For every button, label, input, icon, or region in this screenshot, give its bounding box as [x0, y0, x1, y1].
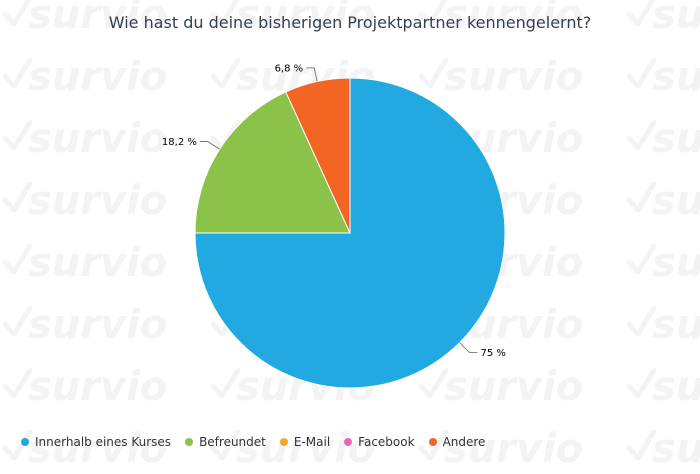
- pie-slice-befreundet[interactable]: [194, 91, 351, 234]
- legend-item-andere[interactable]: Andere: [428, 435, 486, 449]
- data-label-innerhalb-eines-kurses: 75 %: [481, 348, 506, 359]
- data-label-andere: 6,8 %: [275, 63, 304, 74]
- label-connector-innerhalb-eines-kurses: [459, 342, 478, 353]
- legend-label: Andere: [442, 435, 486, 449]
- legend-marker: [428, 438, 437, 446]
- pie-slice-innerhalb-eines-kurses[interactable]: [194, 77, 506, 389]
- legend-label: Befreundet: [199, 435, 266, 449]
- legend-label: E-Mail: [293, 435, 331, 449]
- chart-title: Wie hast du deine bisherigen Projektpart…: [108, 13, 592, 32]
- legend-marker: [21, 438, 29, 446]
- legend-item-facebook[interactable]: Facebook: [344, 435, 415, 449]
- chart-legend: Innerhalb eines Kurses Befreundet E-Mail Fa…: [21, 435, 499, 449]
- legend-item-e-mail[interactable]: E-Mail: [279, 435, 331, 449]
- label-connector-befreundet: [199, 141, 220, 150]
- label-connector-andere: [306, 67, 318, 82]
- legend-label: Innerhalb eines Kurses: [35, 435, 172, 449]
- legend-marker: [279, 438, 288, 446]
- legend-marker: [185, 438, 194, 446]
- pie-slice-andere[interactable]: [285, 77, 351, 234]
- data-label-befreundet: 18,2 %: [162, 137, 197, 148]
- legend-label: Facebook: [358, 435, 415, 449]
- legend-item-befreundet[interactable]: Befreundet: [185, 435, 266, 449]
- legend-marker: [344, 438, 353, 446]
- legend-item-innerhalb-eines-kurses[interactable]: Innerhalb eines Kurses: [21, 435, 171, 449]
